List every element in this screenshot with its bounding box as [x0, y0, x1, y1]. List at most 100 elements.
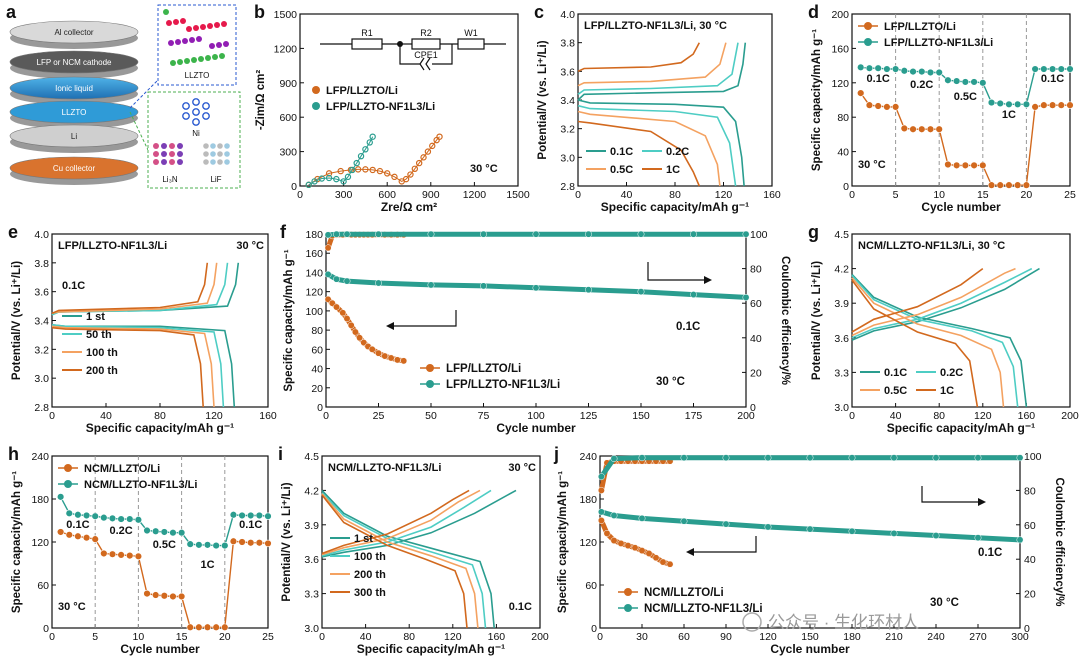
panel-letter: f [280, 222, 287, 242]
y-tick-label: 3.4 [34, 316, 49, 328]
nyquist-line-1 [308, 136, 374, 186]
x-axis-label: Specific capacity/mAh g⁻¹ [887, 421, 1035, 435]
discharge-curve-2 [51, 325, 215, 408]
legend-label: 300 th [354, 587, 386, 599]
rate-point [91, 535, 99, 543]
capacity-point [597, 517, 605, 524]
rate-point [1066, 101, 1074, 109]
circuit-label-r1: R1 [361, 28, 373, 38]
rate-point [979, 161, 987, 170]
rate-point [195, 623, 203, 631]
ce-point [480, 230, 487, 238]
y-tick-label: 3.8 [560, 38, 575, 50]
panel-f-chart: 0 25 50 75 100 125 150 175 200020406080100120140… [280, 222, 791, 435]
lif-atom [217, 151, 223, 157]
atom [223, 41, 229, 47]
capacity-point [722, 520, 730, 528]
rate-point [1031, 103, 1039, 111]
y-tick-label: 60 [585, 580, 597, 592]
panel-b-chart: 0 300 600 900 1200 1500 0 300 600 900 1200 1500 Zre/… [254, 2, 530, 214]
capacity-point [680, 517, 688, 525]
nyquist-point [366, 139, 373, 146]
circuit-label-r2: R2 [420, 28, 432, 38]
x-tick-label: 30 [636, 631, 648, 643]
discharge-curve-1 [321, 492, 487, 629]
nyquist-point [349, 166, 356, 174]
arrow-capacity [692, 536, 757, 553]
y-tick-label: 180 [31, 494, 49, 506]
ce-point [324, 244, 332, 252]
x-tick-label: 0 [849, 410, 855, 422]
discharge-curve-2 [851, 277, 1005, 408]
atom [173, 19, 179, 25]
rate-point [987, 181, 996, 189]
panel-a-schematic: a Al collector LFP or NCM cathode Ionic liq… [6, 2, 241, 189]
y-tick-label: 4.5 [304, 451, 319, 463]
legend-label: LFP/LLZTO-NF1L3/Li [446, 379, 560, 391]
arrow-capacity [392, 310, 457, 327]
capacity-point [659, 558, 667, 566]
x-tick-label: 0 [323, 410, 329, 422]
lif-atom [203, 143, 209, 149]
y-tick-label: 3.9 [304, 520, 319, 532]
x-tick-label: 80 [403, 631, 415, 643]
nyquist-point [362, 166, 369, 173]
li3n-atom [153, 151, 159, 157]
x-tick-label: 200 [1061, 410, 1079, 422]
nyquist-point [415, 159, 423, 167]
discharge-curve-1 [577, 104, 737, 187]
layer-label: Ionic liquid [55, 84, 93, 93]
y-tick-label: 240 [579, 451, 597, 463]
capacity-point [381, 352, 389, 360]
rate-step-label: 0.2C [109, 525, 132, 537]
x-tick-label: 80 [154, 410, 166, 422]
y-tick-label: 3.6 [34, 287, 49, 299]
legend-label: 0.5C [884, 385, 907, 397]
y-tick-label: 3.4 [560, 95, 575, 107]
y-tick-label: 3.0 [560, 152, 575, 164]
discharge-curve-2 [577, 110, 721, 187]
plot-frame [321, 455, 541, 629]
atom [212, 54, 218, 60]
y2-tick-label: 100 [1024, 451, 1042, 463]
y-tick-label: 80 [837, 112, 849, 124]
atom [205, 55, 211, 61]
atom [191, 57, 197, 63]
nyquist-point [429, 142, 436, 150]
rate-point [996, 99, 1004, 108]
capacity-point [690, 291, 697, 298]
discharge-curve-3 [321, 494, 468, 629]
y-tick-label: 0 [591, 623, 597, 635]
atom [182, 38, 188, 44]
ni-atom [202, 102, 210, 110]
rate-point [74, 532, 82, 540]
x-tick-label: 75 [478, 410, 490, 422]
ce-point [597, 473, 605, 481]
rate-annotation: 0.1C [676, 321, 700, 333]
atom [216, 42, 222, 48]
capacity-point [742, 293, 750, 301]
rate-point [970, 78, 978, 86]
y-tick-label: 100 [305, 306, 323, 318]
rate-point [126, 551, 134, 560]
capacity-point [333, 275, 340, 283]
temperature-annotation: 30 °C [236, 240, 264, 252]
capacity-point [351, 328, 359, 336]
capacity-point [343, 315, 351, 323]
ni-atom [192, 118, 200, 126]
zoom-line-bottom [129, 111, 149, 151]
atom [198, 56, 204, 62]
y-tick-label: 120 [579, 537, 597, 549]
capacity-point [375, 279, 382, 287]
arrow-efficiency [647, 262, 706, 281]
rate-point [56, 493, 65, 501]
temperature-annotation: 30 °C [508, 462, 536, 474]
panel-d-chart: 0 5 10 15 20 25 0 40 80 120 160 200 Cycle number Spec… [808, 2, 1076, 214]
layer-label: Cu collector [53, 164, 96, 173]
legend-label: 1C [940, 385, 954, 397]
rate-point [1005, 100, 1013, 109]
x-tick-label: 0 [49, 631, 55, 643]
rate-point [1057, 101, 1065, 109]
panel-letter: e [8, 222, 18, 242]
